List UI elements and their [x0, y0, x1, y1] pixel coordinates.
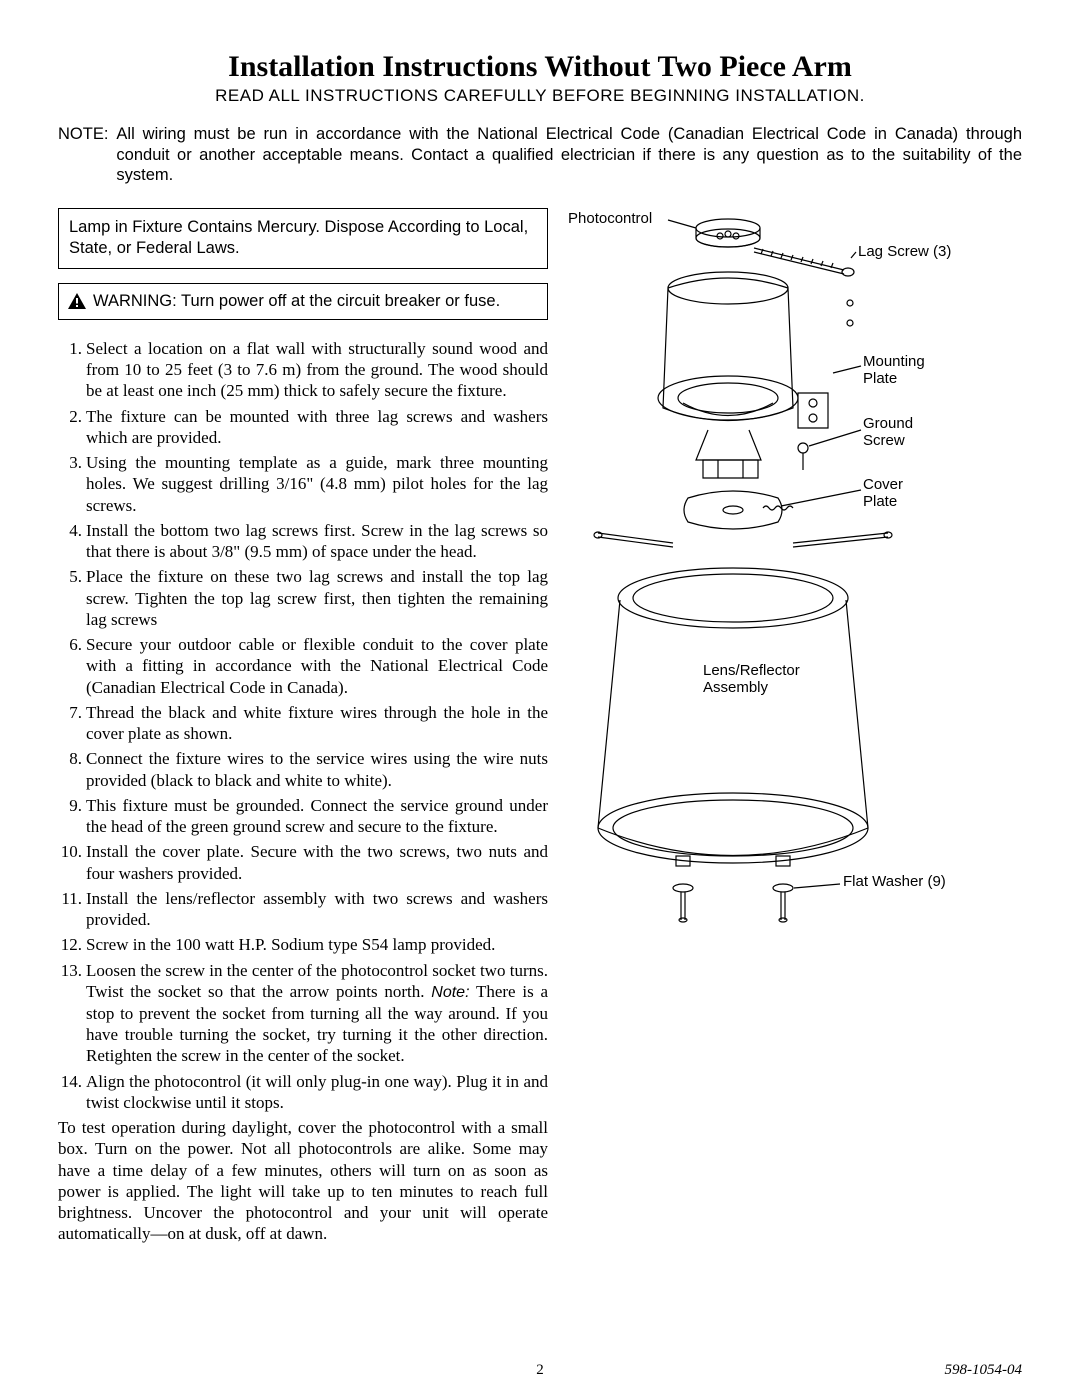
step-13: Loosen the screw in the center of the ph… [58, 960, 548, 1067]
right-column: Photocontrol Lag Screw (3) MountingPlate… [568, 208, 1022, 1245]
power-warning-box: WARNING: Turn power off at the circuit b… [58, 283, 548, 320]
label-flat-washer: Flat Washer (9) [843, 873, 946, 890]
note-block: NOTE: All wiring must be run in accordan… [58, 124, 1022, 186]
step-6: Secure your outdoor cable or flexible co… [58, 634, 548, 698]
step-11: Install the lens/reflector assembly with… [58, 888, 548, 931]
label-mounting-plate: MountingPlate [863, 353, 925, 388]
test-operation-paragraph: To test operation during daylight, cover… [58, 1117, 548, 1245]
power-warning-text: WARNING: Turn power off at the circuit b… [93, 292, 500, 311]
step-4: Install the bottom two lag screws first.… [58, 520, 548, 563]
note-label: NOTE: [58, 124, 116, 186]
page-footer: 2 598-1054-04 [0, 1362, 1080, 1379]
label-ground-screw: GroundScrew [863, 415, 913, 450]
page-subtitle: READ ALL INSTRUCTIONS CAREFULLY BEFORE B… [58, 86, 1022, 106]
step-8: Connect the fixture wires to the service… [58, 748, 548, 791]
label-cover-plate: CoverPlate [863, 476, 903, 511]
mercury-warning-box: Lamp in Fixture Contains Mercury. Dispos… [58, 208, 548, 269]
step-14: Align the photocontrol (it will only plu… [58, 1071, 548, 1114]
warning-icon [67, 292, 87, 310]
step-5: Place the fixture on these two lag screw… [58, 566, 548, 630]
page-number: 2 [536, 1362, 544, 1379]
label-photocontrol: Photocontrol [568, 210, 652, 227]
left-column: Lamp in Fixture Contains Mercury. Dispos… [58, 208, 548, 1245]
step-12: Screw in the 100 watt H.P. Sodium type S… [58, 934, 548, 955]
part-number: 598-1054-04 [945, 1362, 1023, 1379]
step-3: Using the mounting template as a guide, … [58, 452, 548, 516]
step-9: This fixture must be grounded. Connect t… [58, 795, 548, 838]
steps-list: Select a location on a flat wall with st… [58, 338, 548, 1113]
note-text: All wiring must be run in accordance wit… [116, 124, 1022, 186]
step-7: Thread the black and white fixture wires… [58, 702, 548, 745]
step-2: The fixture can be mounted with three la… [58, 406, 548, 449]
page-title: Installation Instructions Without Two Pi… [58, 50, 1022, 84]
step-1: Select a location on a flat wall with st… [58, 338, 548, 402]
label-lens-reflector: Lens/ReflectorAssembly [703, 662, 800, 697]
exploded-diagram [568, 208, 1008, 938]
step-13-note-label: Note: [431, 984, 469, 1001]
label-lag-screw: Lag Screw (3) [858, 243, 951, 260]
step-10: Install the cover plate. Secure with the… [58, 841, 548, 884]
